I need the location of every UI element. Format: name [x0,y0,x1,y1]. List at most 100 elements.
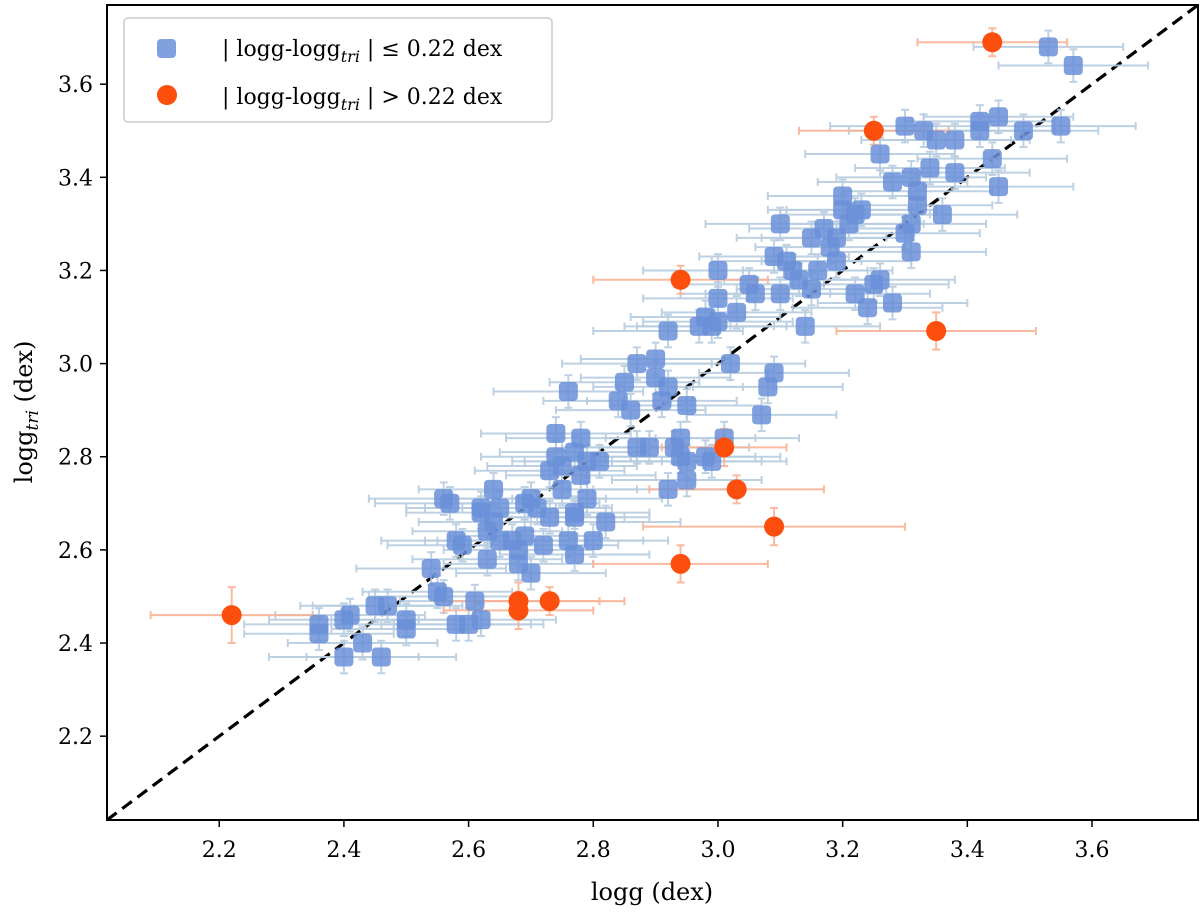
data-point-within [533,535,553,555]
x-axis-label: logg (dex) [591,878,713,906]
data-point-within [477,549,497,569]
y-tick-label: 2.4 [58,632,93,657]
data-point-within [870,144,890,164]
y-tick-label: 3.4 [58,166,93,191]
x-tick-label: 2.2 [202,838,237,863]
data-point-within [658,321,678,341]
data-point-outlier [714,437,735,458]
data-point-within [901,242,921,262]
data-point-within [677,451,697,471]
data-point-within [764,363,784,383]
data-point-within [901,214,921,234]
data-point-outlier [764,516,785,537]
data-point-within [1063,56,1083,76]
data-point-outlier [670,553,691,574]
data-point-within [926,130,946,150]
data-point-within [895,116,915,136]
data-point-within [309,624,329,644]
data-point-within [1013,121,1033,141]
data-point-within [639,437,659,457]
data-point-within [851,200,871,220]
data-point-within [745,284,765,304]
data-point-within [708,312,728,332]
data-point-within [590,451,610,471]
data-point-within [484,479,504,499]
data-point-within [727,302,747,322]
data-point-within [1038,37,1058,57]
x-tick-label: 3.4 [950,838,985,863]
x-tick-label: 3.2 [825,838,860,863]
legend-marker-outlier [157,85,177,105]
data-point-within [627,354,647,374]
legend-label-outlier-pre: | logg-logg [222,85,341,110]
data-point-within [658,377,678,397]
legend-label-within-sub: tri [341,47,360,66]
y-tick-label: 2.6 [58,539,93,564]
legend-label-within-pre: | logg-logg [222,37,341,62]
data-point-within [883,172,903,192]
x-tick-label: 2.4 [326,838,361,863]
data-point-within [465,591,485,611]
data-point-within [583,531,603,551]
data-point-within [989,107,1009,127]
data-point-within [808,260,828,280]
data-point-within [440,493,460,513]
x-tick-label: 2.6 [451,838,486,863]
x-tick-label: 3.6 [1075,838,1110,863]
data-point-within [1051,116,1071,136]
data-point-within [621,400,641,420]
y-axis-label-main: logg [10,431,38,484]
data-point-within [378,596,398,616]
data-point-within [945,130,965,150]
data-point-within [671,428,691,448]
data-point-outlier [863,120,884,141]
legend-marker-within [157,39,176,58]
data-point-within [708,260,728,280]
data-point-within [920,158,940,178]
data-point-within [982,149,1002,169]
data-point-within [720,354,740,374]
y-tick-label: 3.2 [58,259,93,284]
y-tick-label: 3.6 [58,73,93,98]
data-point-within [883,293,903,313]
y-tick-label: 2.2 [58,725,93,750]
data-point-outlier [926,321,947,341]
data-point-within [565,507,585,527]
y-tick-label: 3.0 [58,353,93,378]
data-point-within [552,456,572,476]
data-point-outlier [539,591,560,612]
y-axis-label-unit: (dex) [10,341,38,410]
data-point-within [870,270,890,290]
data-point-within [658,479,678,499]
data-point-within [371,647,391,667]
data-point-within [708,288,728,308]
data-point-within [752,405,772,425]
data-point-within [577,489,597,509]
data-point-within [801,279,821,299]
data-point-within [795,316,815,336]
legend-box [123,17,553,123]
data-point-within [396,610,416,630]
data-point-outlier [982,32,1003,53]
data-point-within [845,284,865,304]
data-point-within [858,298,878,318]
data-point-outlier [221,605,242,626]
data-point-within [471,610,491,630]
data-point-within [770,284,790,304]
data-point-within [353,633,373,653]
data-point-within [490,498,510,518]
data-point-outlier [508,600,529,621]
data-point-outlier [670,269,691,290]
data-point-outlier [726,479,747,500]
y-axis-label: loggtri (dex) [10,341,43,484]
x-tick-label: 2.8 [576,838,611,863]
data-point-within [907,181,927,201]
data-point-within [340,605,360,625]
points-group [221,32,1083,667]
data-point-within [552,479,572,499]
data-point-within [452,535,472,555]
data-point-within [334,647,354,667]
data-point-within [989,177,1009,197]
y-axis-label-sub: tri [23,410,43,430]
